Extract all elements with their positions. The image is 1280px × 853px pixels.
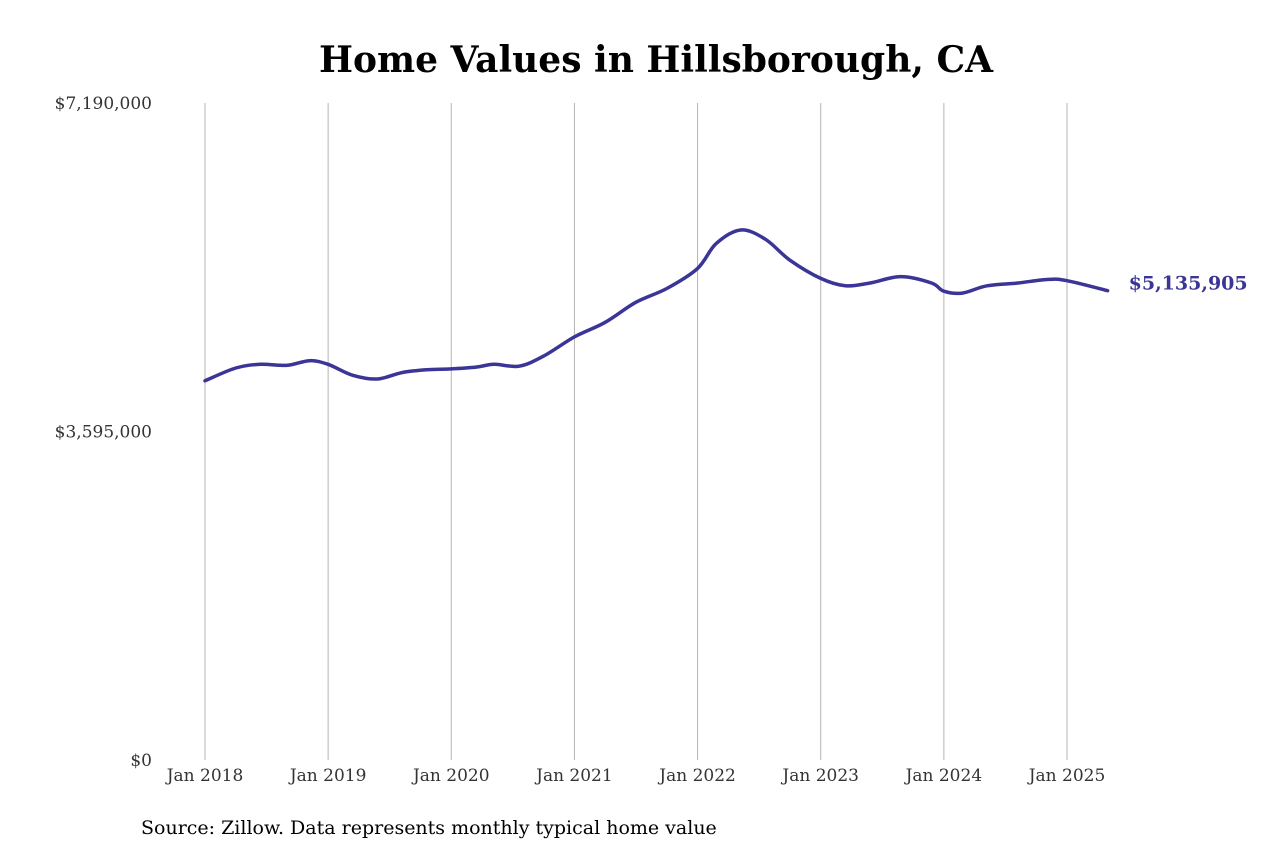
x-axis: Jan 2018 Jan 2019 Jan 2020 Jan 2021 Jan 2022… [165, 766, 1106, 786]
x-tick-label: Jan 2025 [1027, 766, 1106, 786]
y-axis: $7,190,000 $3,595,000 $0 [55, 94, 152, 771]
x-tick-label: Jan 2022 [657, 766, 736, 786]
x-tick-label: Jan 2020 [411, 766, 490, 786]
grid-layer [204, 103, 1068, 760]
end-value-label: $5,135,905 [1129, 273, 1248, 295]
series-line [203, 228, 1110, 383]
x-tick-label: Jan 2021 [534, 766, 613, 786]
source-note: Source: Zillow. Data represents monthly … [141, 817, 717, 839]
x-tick-label: Jan 2023 [780, 766, 859, 786]
chart-title: Home Values in Hillsborough, CA [319, 39, 994, 81]
x-tick-label: Jan 2018 [165, 766, 244, 786]
x-tick-label: Jan 2019 [288, 766, 367, 786]
y-tick-label: $0 [130, 751, 152, 771]
x-tick-label: Jan 2024 [904, 766, 983, 786]
y-tick-label: $3,595,000 [55, 423, 152, 443]
y-tick-label: $7,190,000 [55, 94, 152, 114]
